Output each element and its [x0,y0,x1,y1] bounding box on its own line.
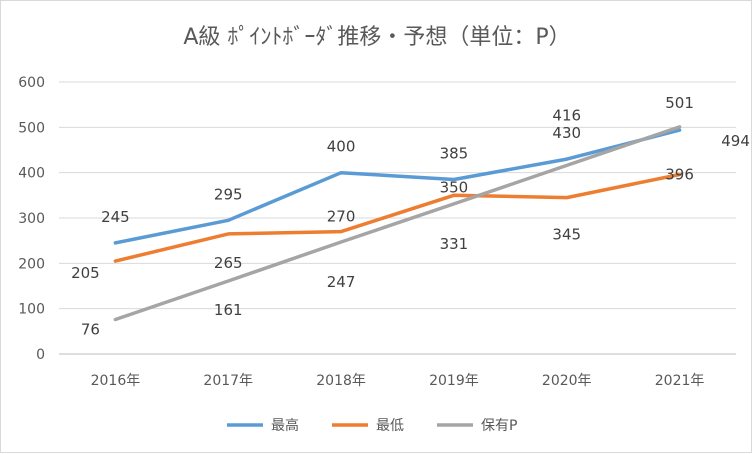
x-tick-label: 2016年 [91,373,141,389]
series-lines [113,125,682,322]
legend-label: 最高 [271,417,299,434]
data-label: 385 [440,144,469,162]
y-tick-label: 500 [18,120,45,136]
x-tick-label: 2017年 [203,373,253,389]
data-label: 161 [214,301,243,319]
data-label: 270 [327,208,356,226]
data-label: 205 [71,264,100,282]
x-tick-label: 2018年 [316,373,366,389]
chart-title: A級 ﾎﾟｲﾝﾄﾎﾞｰﾀﾞ推移・予想（単位：P） [183,25,571,50]
data-labels: 245 295 400 385 430 494 205 265 270 350 345 396 76 16… [71,94,750,339]
y-tick-label: 600 [18,75,45,91]
y-tick-label: 100 [18,302,45,318]
series-line [113,128,682,245]
data-label: 76 [81,321,100,339]
series-line [113,125,682,322]
data-label: 350 [440,178,469,196]
data-label: 396 [665,165,694,183]
data-label: 501 [665,94,694,112]
legend: 最高 最低 保有P [227,417,517,434]
x-tick-label: 2021年 [655,373,705,389]
data-label: 247 [327,273,356,291]
y-tick-label: 400 [18,166,45,182]
x-tick-label: 2019年 [429,373,479,389]
y-tick-label: 300 [18,211,45,227]
gridlines [59,81,736,355]
y-tick-label: 0 [36,347,45,363]
data-label: 245 [101,208,130,226]
x-tick-label: 2020年 [542,373,592,389]
data-label: 295 [214,185,243,203]
series-line [113,172,682,263]
data-label: 416 [552,106,581,124]
data-label: 430 [552,124,581,142]
y-axis-tick-labels: 0 100 200 300 400 500 600 [18,75,45,363]
data-label: 345 [552,226,581,244]
data-label: 331 [440,235,469,253]
legend-label: 最低 [376,418,404,434]
data-label: 400 [327,138,356,156]
data-label: 265 [214,254,243,272]
legend-label: 保有P [481,418,517,434]
x-axis-tick-labels: 2016年 2017年 2018年 2019年 2020年 2021年 [91,373,705,389]
y-tick-label: 200 [18,256,45,272]
data-label: 494 [721,132,750,150]
